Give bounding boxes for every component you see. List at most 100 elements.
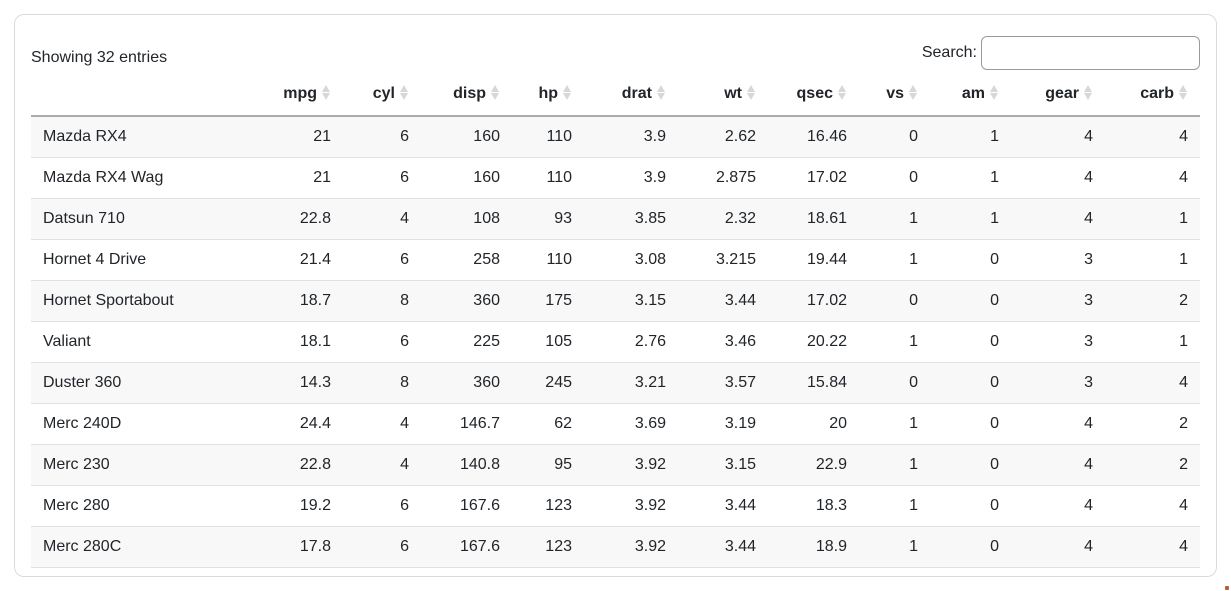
data-cell: 20.22 (768, 321, 859, 363)
data-cell: 4 (1011, 485, 1105, 527)
data-cell: 2.62 (678, 116, 768, 158)
data-cell: 1 (930, 157, 1011, 199)
data-cell: 21 (265, 157, 343, 199)
column-header-label: vs (886, 85, 904, 102)
data-cell: 3.92 (584, 444, 678, 486)
row-name-cell: Mazda RX4 (31, 116, 265, 158)
data-cell: 14.3 (265, 362, 343, 404)
data-cell: 4 (1011, 198, 1105, 240)
data-cell: 17.02 (768, 280, 859, 322)
data-cell: 0 (930, 485, 1011, 527)
data-cell: 3.21 (584, 362, 678, 404)
table-row: Merc 240D 24.4 4 146.7 62 3.69 3.19 20 1 0 4 2 (31, 403, 1200, 445)
data-cell: 245 (512, 362, 584, 404)
data-cell: 3.85 (584, 198, 678, 240)
sort-icon (491, 84, 500, 100)
data-cell: 3.69 (584, 403, 678, 445)
data-cell: 4 (1105, 526, 1200, 568)
data-cell: 108 (421, 198, 512, 240)
column-header-label: drat (621, 85, 652, 102)
data-cell: 123 (512, 526, 584, 568)
data-cell: 4 (1011, 157, 1105, 199)
column-header-cyl[interactable]: cyl (343, 71, 421, 117)
sort-icon (563, 84, 572, 100)
data-cell: 6 (343, 485, 421, 527)
row-name-cell: Datsun 710 (31, 198, 265, 240)
data-cell: 17.02 (768, 157, 859, 199)
table-row: Hornet 4 Drive 21.4 6 258 110 3.08 3.215 19.44 1… (31, 239, 1200, 281)
search-container: Search: (922, 36, 1200, 70)
column-header-vs[interactable]: vs (859, 71, 930, 117)
data-cell: 3.15 (678, 444, 768, 486)
row-name-cell: Valiant (31, 321, 265, 363)
data-cell: 110 (512, 116, 584, 158)
table-row: Duster 360 14.3 8 360 245 3.21 3.57 15.84 0 0 3 4 (31, 362, 1200, 404)
table-toolbar: Showing 32 entries Search: (31, 31, 1200, 70)
column-header-qsec[interactable]: qsec (768, 71, 859, 117)
column-header-disp[interactable]: disp (421, 71, 512, 117)
data-cell: 3.46 (678, 321, 768, 363)
column-header-am[interactable]: am (930, 71, 1011, 117)
data-cell: 1 (859, 239, 930, 281)
sort-icon (990, 84, 999, 100)
data-cell: 258 (421, 239, 512, 281)
column-header-label: gear (1045, 85, 1079, 102)
column-header-label: wt (724, 85, 742, 102)
data-cell: 1 (859, 485, 930, 527)
column-header-hp[interactable]: hp (512, 71, 584, 117)
data-cell: 3 (1011, 321, 1105, 363)
data-cell: 146.7 (421, 403, 512, 445)
sort-icon (657, 84, 666, 100)
data-cell: 1 (859, 444, 930, 486)
data-cell: 3.15 (584, 280, 678, 322)
data-cell: 62 (512, 403, 584, 445)
data-cell: 4 (1105, 157, 1200, 199)
data-cell: 6 (343, 321, 421, 363)
data-cell: 18.61 (768, 198, 859, 240)
table-row: Merc 280C 17.8 6 167.6 123 3.92 3.44 18.9 1 0 4 4 (31, 526, 1200, 568)
data-cell: 0 (859, 280, 930, 322)
data-cell: 123 (512, 485, 584, 527)
data-table-card: Showing 32 entries Search: mpg cyl disp hp d… (14, 14, 1217, 577)
data-cell: 110 (512, 239, 584, 281)
table-body: Mazda RX4 21 6 160 110 3.9 2.62 16.46 0 1 4 4 Mazda … (31, 116, 1200, 568)
data-cell: 360 (421, 362, 512, 404)
data-cell: 105 (512, 321, 584, 363)
data-cell: 225 (421, 321, 512, 363)
row-name-cell: Hornet 4 Drive (31, 239, 265, 281)
column-header-rowname[interactable] (31, 71, 265, 117)
column-header-gear[interactable]: gear (1011, 71, 1105, 117)
search-input[interactable] (981, 36, 1200, 70)
data-cell: 18.3 (768, 485, 859, 527)
data-cell: 3.9 (584, 157, 678, 199)
column-header-drat[interactable]: drat (584, 71, 678, 117)
row-name-cell: Merc 240D (31, 403, 265, 445)
data-cell: 18.1 (265, 321, 343, 363)
sort-icon (747, 84, 756, 100)
data-cell: 0 (859, 116, 930, 158)
data-cell: 3.44 (678, 526, 768, 568)
column-header-mpg[interactable]: mpg (265, 71, 343, 117)
data-cell: 0 (859, 362, 930, 404)
sort-icon (1084, 84, 1093, 100)
data-cell: 110 (512, 157, 584, 199)
data-cell: 1 (859, 403, 930, 445)
column-header-carb[interactable]: carb (1105, 71, 1200, 117)
table-row: Mazda RX4 Wag 21 6 160 110 3.9 2.875 17.02 0 1 4 4 (31, 157, 1200, 199)
data-cell: 3 (1011, 362, 1105, 404)
data-cell: 19.2 (265, 485, 343, 527)
data-cell: 1 (859, 526, 930, 568)
screen-artifact-dot (1225, 586, 1229, 590)
data-cell: 18.9 (768, 526, 859, 568)
data-cell: 1 (1105, 321, 1200, 363)
column-header-label: am (961, 85, 985, 102)
data-cell: 6 (343, 239, 421, 281)
column-header-wt[interactable]: wt (678, 71, 768, 117)
data-cell: 2.76 (584, 321, 678, 363)
data-cell: 20 (768, 403, 859, 445)
data-cell: 6 (343, 526, 421, 568)
data-cell: 6 (343, 116, 421, 158)
data-cell: 22.8 (265, 198, 343, 240)
data-cell: 0 (930, 239, 1011, 281)
data-cell: 4 (1105, 362, 1200, 404)
